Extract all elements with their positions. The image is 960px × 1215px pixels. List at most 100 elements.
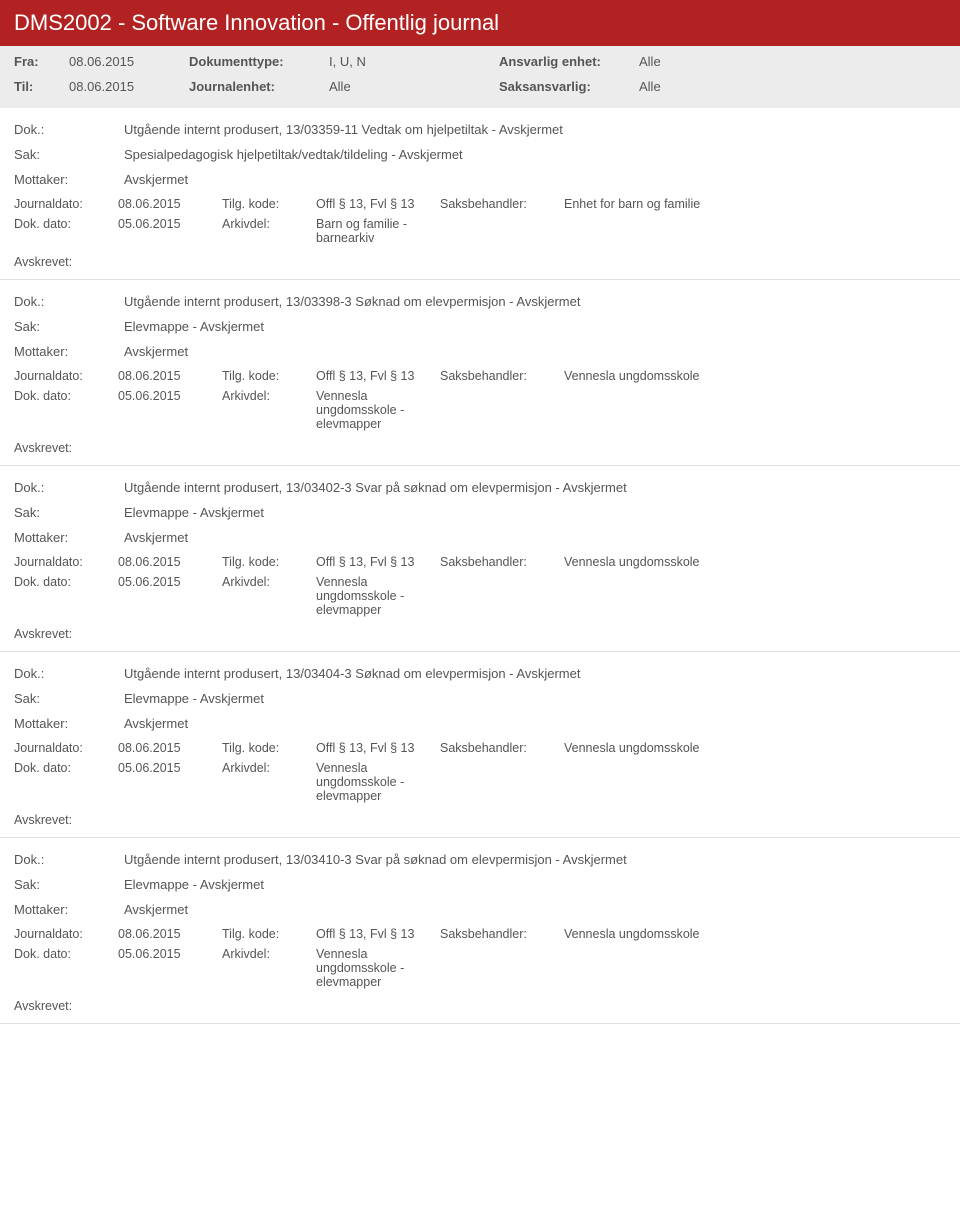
- saksbehandler-label: Saksbehandler:: [440, 741, 560, 755]
- dokdato-label: Dok. dato:: [14, 575, 114, 617]
- dokdato-label: Dok. dato:: [14, 761, 114, 803]
- dok-value: Utgående internt produsert, 13/03398-3 S…: [124, 294, 946, 309]
- sak-label: Sak:: [14, 691, 124, 706]
- sak-label: Sak:: [14, 147, 124, 162]
- tilgkode-label: Tilg. kode:: [222, 927, 312, 941]
- mottaker-label: Mottaker:: [14, 902, 124, 917]
- journal-entry: Dok.: Utgående internt produsert, 13/033…: [0, 280, 960, 466]
- avskrevet-label: Avskrevet:: [14, 441, 946, 455]
- journal-entry: Dok.: Utgående internt produsert, 13/034…: [0, 466, 960, 652]
- tilgkode-value: Offl § 13, Fvl § 13: [316, 927, 436, 941]
- meta-fra-value: 08.06.2015: [69, 54, 179, 69]
- tilgkode-label: Tilg. kode:: [222, 741, 312, 755]
- arkivdel-value: Barn og familie - barnearkiv: [316, 217, 436, 245]
- avskrevet-label: Avskrevet:: [14, 999, 946, 1013]
- meta-til-value: 08.06.2015: [69, 79, 179, 94]
- meta-til-label: Til:: [14, 79, 59, 94]
- dokdato-value: 05.06.2015: [118, 217, 218, 245]
- arkivdel-label: Arkivdel:: [222, 575, 312, 617]
- meta-journalenhet-value: Alle: [329, 79, 489, 94]
- journaldato-value: 08.06.2015: [118, 197, 218, 211]
- mottaker-value: Avskjermet: [124, 344, 946, 359]
- tilgkode-value: Offl § 13, Fvl § 13: [316, 369, 436, 383]
- dok-label: Dok.:: [14, 122, 124, 137]
- saksbehandler-label: Saksbehandler:: [440, 197, 560, 211]
- arkivdel-label: Arkivdel:: [222, 389, 312, 431]
- dok-label: Dok.:: [14, 852, 124, 867]
- meta-journalenhet-label: Journalenhet:: [189, 79, 319, 94]
- saksbehandler-value: Vennesla ungdomsskole: [564, 741, 946, 755]
- journal-entry: Dok.: Utgående internt produsert, 13/033…: [0, 108, 960, 280]
- sak-label: Sak:: [14, 877, 124, 892]
- meta-saksansvarlig-label: Saksansvarlig:: [499, 79, 629, 94]
- journaldato-value: 08.06.2015: [118, 927, 218, 941]
- page-header: DMS2002 - Software Innovation - Offentli…: [0, 0, 960, 46]
- mottaker-value: Avskjermet: [124, 716, 946, 731]
- dokdato-label: Dok. dato:: [14, 217, 114, 245]
- meta-block: Fra: 08.06.2015 Dokumenttype: I, U, N An…: [0, 46, 960, 108]
- meta-doktype-label: Dokumenttype:: [189, 54, 319, 69]
- dokdato-value: 05.06.2015: [118, 575, 218, 617]
- saksbehandler-value: Vennesla ungdomsskole: [564, 555, 946, 569]
- avskrevet-label: Avskrevet:: [14, 627, 946, 641]
- arkivdel-label: Arkivdel:: [222, 947, 312, 989]
- saksbehandler-label: Saksbehandler:: [440, 555, 560, 569]
- journaldato-label: Journaldato:: [14, 741, 114, 755]
- mottaker-value: Avskjermet: [124, 902, 946, 917]
- saksbehandler-value: Vennesla ungdomsskole: [564, 927, 946, 941]
- dok-value: Utgående internt produsert, 13/03404-3 S…: [124, 666, 946, 681]
- avskrevet-label: Avskrevet:: [14, 813, 946, 827]
- dok-value: Utgående internt produsert, 13/03359-11 …: [124, 122, 946, 137]
- saksbehandler-label: Saksbehandler:: [440, 369, 560, 383]
- meta-doktype-value: I, U, N: [329, 54, 489, 69]
- dok-label: Dok.:: [14, 294, 124, 309]
- meta-saksansvarlig-value: Alle: [639, 79, 759, 94]
- mottaker-value: Avskjermet: [124, 172, 946, 187]
- dokdato-label: Dok. dato:: [14, 947, 114, 989]
- sak-value: Elevmappe - Avskjermet: [124, 319, 946, 334]
- journaldato-label: Journaldato:: [14, 927, 114, 941]
- dokdato-label: Dok. dato:: [14, 389, 114, 431]
- journal-entry: Dok.: Utgående internt produsert, 13/034…: [0, 652, 960, 838]
- tilgkode-label: Tilg. kode:: [222, 555, 312, 569]
- journal-entry: Dok.: Utgående internt produsert, 13/034…: [0, 838, 960, 1024]
- mottaker-label: Mottaker:: [14, 716, 124, 731]
- sak-label: Sak:: [14, 319, 124, 334]
- arkivdel-label: Arkivdel:: [222, 761, 312, 803]
- tilgkode-value: Offl § 13, Fvl § 13: [316, 741, 436, 755]
- sak-label: Sak:: [14, 505, 124, 520]
- journaldato-label: Journaldato:: [14, 197, 114, 211]
- saksbehandler-value: Enhet for barn og familie: [564, 197, 946, 211]
- dokdato-value: 05.06.2015: [118, 389, 218, 431]
- saksbehandler-value: Vennesla ungdomsskole: [564, 369, 946, 383]
- meta-ansvarlig-label: Ansvarlig enhet:: [499, 54, 629, 69]
- mottaker-label: Mottaker:: [14, 172, 124, 187]
- avskrevet-label: Avskrevet:: [14, 255, 946, 269]
- meta-ansvarlig-value: Alle: [639, 54, 759, 69]
- arkivdel-value: Vennesla ungdomsskole - elevmapper: [316, 761, 436, 803]
- journaldato-value: 08.06.2015: [118, 741, 218, 755]
- saksbehandler-label: Saksbehandler:: [440, 927, 560, 941]
- arkivdel-value: Vennesla ungdomsskole - elevmapper: [316, 947, 436, 989]
- page-title: DMS2002 - Software Innovation - Offentli…: [14, 10, 499, 35]
- tilgkode-value: Offl § 13, Fvl § 13: [316, 555, 436, 569]
- mottaker-label: Mottaker:: [14, 530, 124, 545]
- sak-value: Elevmappe - Avskjermet: [124, 691, 946, 706]
- sak-value: Elevmappe - Avskjermet: [124, 877, 946, 892]
- arkivdel-value: Vennesla ungdomsskole - elevmapper: [316, 389, 436, 431]
- meta-fra-label: Fra:: [14, 54, 59, 69]
- dok-label: Dok.:: [14, 480, 124, 495]
- sak-value: Spesialpedagogisk hjelpetiltak/vedtak/ti…: [124, 147, 946, 162]
- dok-value: Utgående internt produsert, 13/03402-3 S…: [124, 480, 946, 495]
- journaldato-label: Journaldato:: [14, 555, 114, 569]
- mottaker-value: Avskjermet: [124, 530, 946, 545]
- arkivdel-label: Arkivdel:: [222, 217, 312, 245]
- dok-value: Utgående internt produsert, 13/03410-3 S…: [124, 852, 946, 867]
- sak-value: Elevmappe - Avskjermet: [124, 505, 946, 520]
- tilgkode-value: Offl § 13, Fvl § 13: [316, 197, 436, 211]
- journaldato-value: 08.06.2015: [118, 555, 218, 569]
- journaldato-value: 08.06.2015: [118, 369, 218, 383]
- mottaker-label: Mottaker:: [14, 344, 124, 359]
- entries-container: Dok.: Utgående internt produsert, 13/033…: [0, 108, 960, 1024]
- dokdato-value: 05.06.2015: [118, 761, 218, 803]
